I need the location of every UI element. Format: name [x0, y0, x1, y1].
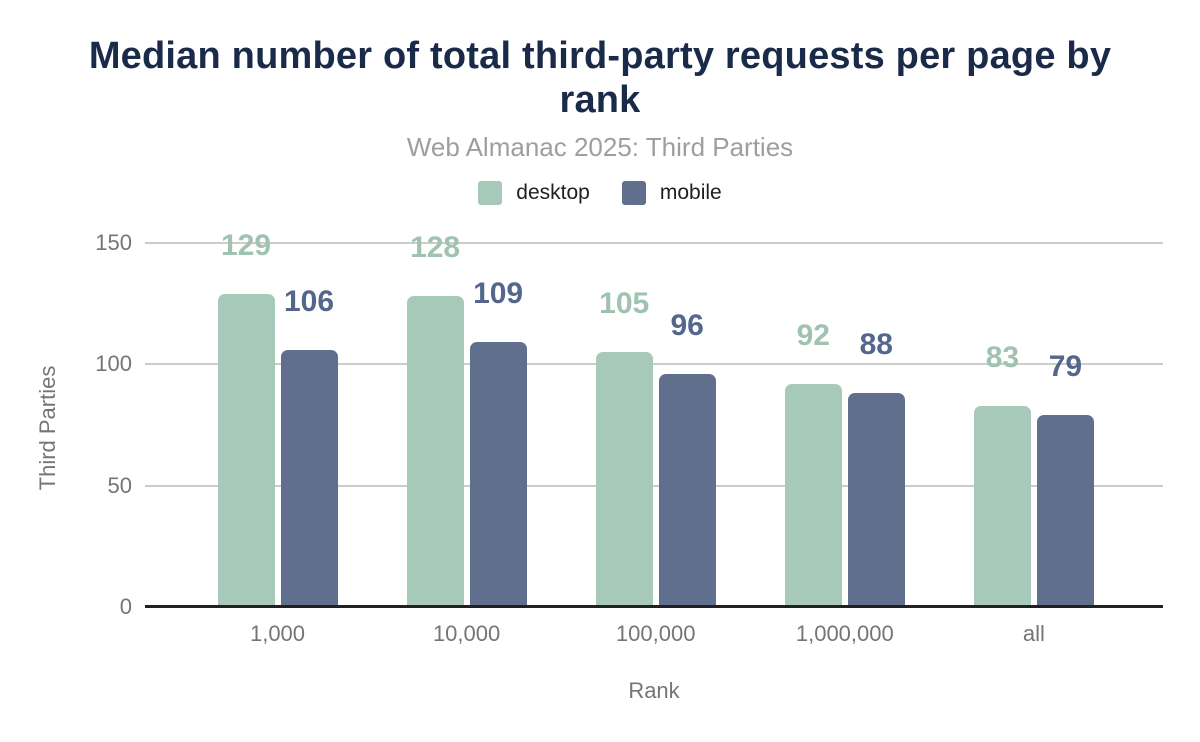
- y-tick-100: 100: [95, 351, 132, 377]
- x-tick-100000: 100,000: [615, 621, 696, 646]
- bar-mobile-all: [1036, 415, 1094, 607]
- bar-label-mobile-1000000: 88: [859, 328, 893, 361]
- bar-label-mobile-100000: 96: [670, 309, 704, 342]
- x-axis-title: Rank: [628, 678, 680, 703]
- gridline-100: [145, 363, 1163, 366]
- bar-desktop-1000: [217, 294, 275, 607]
- bar-label-mobile-all: 79: [1048, 350, 1083, 383]
- bar-desktop-100000: [595, 352, 653, 607]
- legend-swatch-mobile: [621, 181, 646, 205]
- gridline-150: [145, 242, 1163, 244]
- chart-subtitle: Web Almanac 2025: Third Parties: [406, 132, 794, 162]
- bar-label-desktop-all: 83: [985, 341, 1020, 374]
- bar-label-desktop-10000: 128: [410, 231, 461, 264]
- bar-mobile-100000: [658, 374, 716, 607]
- gridline-50: [145, 484, 1163, 487]
- bar-label-desktop-100000: 105: [599, 287, 650, 320]
- legend-swatch-desktop: [478, 181, 503, 205]
- legend-label-mobile: mobile: [659, 181, 722, 204]
- chart-title: Median number of total third-party reque…: [50, 34, 1150, 122]
- x-tick-1000000: 1,000,000: [795, 621, 894, 646]
- bar-desktop-all: [973, 406, 1031, 607]
- bar-mobile-10000: [469, 342, 527, 607]
- bar-mobile-1000000: [847, 393, 905, 607]
- bar-label-mobile-10000: 109: [473, 277, 524, 310]
- y-tick-150: 150: [95, 230, 132, 255]
- bar-label-mobile-1000: 106: [283, 285, 335, 318]
- bar-desktop-10000: [406, 296, 464, 607]
- y-tick-50: 50: [107, 472, 132, 498]
- x-tick-1000: 1,000: [249, 621, 306, 646]
- x-tick-all: all: [1022, 621, 1045, 646]
- bar-label-desktop-1000000: 92: [796, 319, 830, 352]
- legend-label-desktop: desktop: [516, 181, 590, 204]
- legend-item-mobile: mobile: [621, 181, 722, 205]
- bar-mobile-1000: [280, 350, 338, 607]
- bar-desktop-1000000: [784, 384, 842, 607]
- x-tick-10000: 10,000: [432, 621, 501, 646]
- y-axis-title: Third Parties: [35, 365, 60, 491]
- legend-item-desktop: desktop: [478, 181, 590, 205]
- y-tick-0: 0: [119, 594, 132, 619]
- legend: desktop mobile: [0, 181, 1200, 205]
- bar-label-desktop-1000: 129: [220, 229, 272, 262]
- x-axis-line: [145, 605, 1163, 608]
- chart-title-text: Median number of total third-party reque…: [88, 35, 1112, 121]
